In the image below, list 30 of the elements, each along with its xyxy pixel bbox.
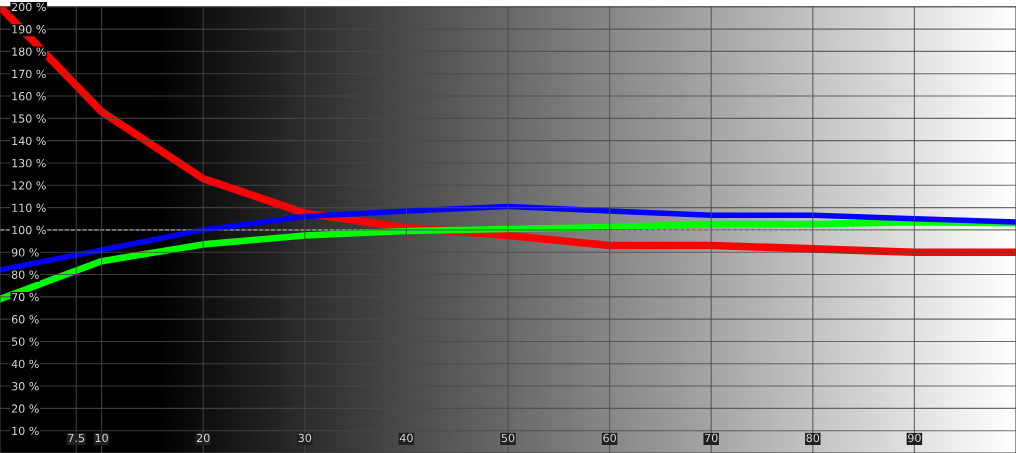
y-tick-label: 150 % <box>12 114 46 123</box>
y-tick-label: 100 % <box>12 225 46 235</box>
x-tick-label: 80 <box>806 433 820 443</box>
y-tick-label: 120 % <box>12 181 46 190</box>
y-tick-label: 110 % <box>12 203 46 212</box>
y-tick-label: 180 % <box>12 47 46 56</box>
x-tick-label: 20 <box>196 433 210 443</box>
x-tick-label: 40 <box>399 433 413 443</box>
x-tick-label: 60 <box>603 433 616 443</box>
y-tick-label: 190 % <box>12 25 46 34</box>
x-tick-label: 50 <box>501 433 515 443</box>
x-tick-label: 90 <box>908 433 921 443</box>
y-tick-label: 130 % <box>12 158 46 168</box>
y-tick-label: 160 % <box>12 92 46 101</box>
y-tick-label: 30 % <box>11 382 39 391</box>
y-tick-label: 60 % <box>11 315 39 324</box>
y-tick-label: 50 % <box>11 337 39 346</box>
y-tick-label: 10 % <box>12 426 39 436</box>
y-tick-label: 80 % <box>11 270 39 279</box>
y-tick-label: 90 % <box>11 248 39 257</box>
y-tick-label: 170 % <box>12 69 46 79</box>
y-tick-label: 140 % <box>12 136 46 146</box>
y-tick-label: 40 % <box>11 359 39 369</box>
x-tick-label: 30 <box>298 433 312 443</box>
y-tick-label: 20 % <box>11 404 39 413</box>
x-tick-label: 10 <box>95 433 108 443</box>
y-tick-label: 70 % <box>12 292 39 302</box>
x-tick-label: 70 <box>705 433 718 443</box>
y-tick-label: 200 % <box>11 2 46 12</box>
x-tick-label: 7.5 <box>68 433 85 443</box>
